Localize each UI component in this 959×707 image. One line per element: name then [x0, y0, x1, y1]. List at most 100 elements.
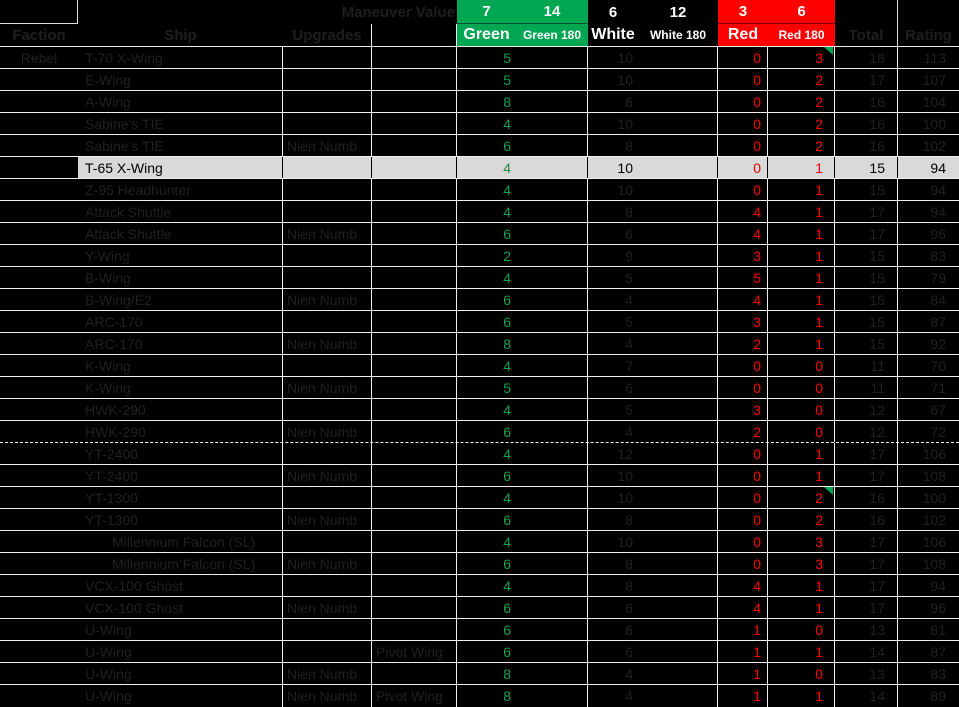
improve-value-red[interactable]: 3: [718, 0, 768, 24]
cell-total[interactable]: 16: [835, 487, 898, 508]
cell-upgrade-2[interactable]: [372, 47, 457, 68]
cell-red[interactable]: 1: [718, 663, 768, 684]
cell-rating[interactable]: 87: [930, 313, 946, 330]
cell-white[interactable]: 10: [617, 115, 633, 132]
cell-upgrade-2[interactable]: [372, 113, 457, 134]
cell-faction[interactable]: [0, 685, 78, 707]
cell-upgrade-2[interactable]: [372, 69, 457, 90]
cell-total[interactable]: 11: [835, 377, 898, 398]
cell-green-180[interactable]: [516, 575, 588, 596]
cell-red[interactable]: 0: [718, 487, 768, 508]
cell-red-180[interactable]: 1: [768, 465, 835, 486]
cell-upgrade-1[interactable]: [283, 619, 372, 640]
cell-ship[interactable]: B-Wing: [78, 267, 283, 288]
header-upgrade-2[interactable]: [372, 24, 457, 46]
cell-upgrade-2[interactable]: [372, 443, 457, 464]
cell-rating[interactable]: 84: [930, 291, 946, 308]
cell-green-180[interactable]: [516, 179, 588, 200]
cell-red-180[interactable]: 1: [768, 267, 835, 288]
cell-ship[interactable]: YT-2400: [78, 465, 283, 486]
cell-white-180[interactable]: [638, 135, 718, 156]
cell-rating[interactable]: 89: [930, 688, 946, 704]
cell-red-180[interactable]: 2: [768, 509, 835, 530]
cell-faction[interactable]: [0, 91, 78, 112]
cell-white[interactable]: 12: [617, 445, 633, 462]
cell-green[interactable]: 4: [503, 115, 511, 132]
cell-total[interactable]: 17: [835, 443, 898, 464]
cell-green[interactable]: 8: [503, 335, 511, 352]
cell-faction[interactable]: [0, 311, 78, 332]
cell-green-180[interactable]: [516, 267, 588, 288]
cell-red[interactable]: 0: [718, 553, 768, 574]
cell-red-180[interactable]: 1: [768, 597, 835, 618]
cell-green[interactable]: 4: [503, 181, 511, 198]
cell-upgrade-2[interactable]: [372, 289, 457, 310]
cell-upgrade-2[interactable]: [372, 399, 457, 420]
cell-upgrade-1[interactable]: Nien Numb: [283, 135, 372, 156]
cell-total[interactable]: 17: [835, 531, 898, 552]
cell-white[interactable]: 9: [625, 247, 633, 264]
cell-faction[interactable]: [0, 201, 78, 222]
cell-white-180[interactable]: [638, 531, 718, 552]
improve-value-white-180[interactable]: 12: [669, 3, 687, 21]
cell-white[interactable]: 6: [625, 93, 633, 110]
cell-rating[interactable]: 83: [930, 247, 946, 264]
cell-faction[interactable]: [0, 157, 78, 178]
cell-white-180[interactable]: [638, 113, 718, 134]
cell-green-180[interactable]: [516, 685, 588, 707]
cell-green-180[interactable]: [516, 311, 588, 332]
cell-faction[interactable]: [0, 443, 78, 464]
cell-green-180[interactable]: [516, 465, 588, 486]
cell-red-180[interactable]: 1: [768, 311, 835, 332]
cell-green[interactable]: 4: [503, 269, 511, 286]
improve-value-green[interactable]: 7: [457, 0, 516, 24]
cell-ship[interactable]: HWK-290: [78, 421, 283, 442]
cell-green-180[interactable]: [516, 531, 588, 552]
cell-white[interactable]: 6: [625, 225, 633, 242]
cell-upgrade-1[interactable]: [283, 311, 372, 332]
cell-upgrade-1[interactable]: [283, 69, 372, 90]
cell-upgrade-2[interactable]: [372, 663, 457, 684]
cell-rating[interactable]: 106: [922, 445, 946, 462]
cell-red[interactable]: 0: [718, 69, 768, 90]
cell-green[interactable]: 5: [503, 49, 511, 66]
cell-green[interactable]: 8: [503, 688, 511, 704]
cell-upgrade-2[interactable]: [372, 531, 457, 552]
cell-red[interactable]: 0: [718, 47, 768, 68]
cell-total[interactable]: 14: [835, 641, 898, 662]
cell-total[interactable]: 15: [835, 245, 898, 266]
cell-upgrade-2[interactable]: [372, 597, 457, 618]
cell-white[interactable]: 6: [625, 379, 633, 396]
cell-green-180[interactable]: [516, 509, 588, 530]
cell-faction[interactable]: [0, 267, 78, 288]
cell-white[interactable]: 4: [625, 335, 633, 352]
cell-green-180[interactable]: [516, 245, 588, 266]
cell-upgrade-1[interactable]: [283, 443, 372, 464]
cell-total[interactable]: 17: [835, 597, 898, 618]
cell-rating[interactable]: 94: [898, 157, 959, 178]
cell-total[interactable]: 17: [835, 201, 898, 222]
cell-white-180[interactable]: [638, 663, 718, 684]
cell-total[interactable]: 17: [835, 575, 898, 596]
cell-upgrade-2[interactable]: [372, 245, 457, 266]
cell-red-180[interactable]: 1: [768, 575, 835, 596]
cell-ship[interactable]: YT-1300: [78, 509, 283, 530]
cell-faction[interactable]: [0, 575, 78, 596]
cell-white-180[interactable]: [638, 289, 718, 310]
cell-red[interactable]: 5: [718, 267, 768, 288]
header-red[interactable]: Red: [718, 24, 768, 46]
cell-white-180[interactable]: [638, 619, 718, 640]
cell-rating[interactable]: 106: [922, 533, 946, 550]
cell-white[interactable]: 10: [617, 533, 633, 550]
cell-total[interactable]: 17: [835, 553, 898, 574]
cell-total[interactable]: 15: [835, 333, 898, 354]
cell-white[interactable]: 10: [588, 157, 638, 178]
cell-red-180[interactable]: 2: [768, 487, 835, 508]
cell-white[interactable]: 4: [625, 423, 633, 440]
cell-upgrade-1[interactable]: Nien Numb: [283, 553, 372, 574]
cell-red[interactable]: 4: [718, 575, 768, 596]
cell-red[interactable]: 0: [718, 157, 768, 178]
header-green-180[interactable]: Green 180: [516, 24, 588, 46]
cell-white[interactable]: 7: [625, 357, 633, 374]
cell-upgrade-1[interactable]: Nien Numb: [283, 223, 372, 244]
